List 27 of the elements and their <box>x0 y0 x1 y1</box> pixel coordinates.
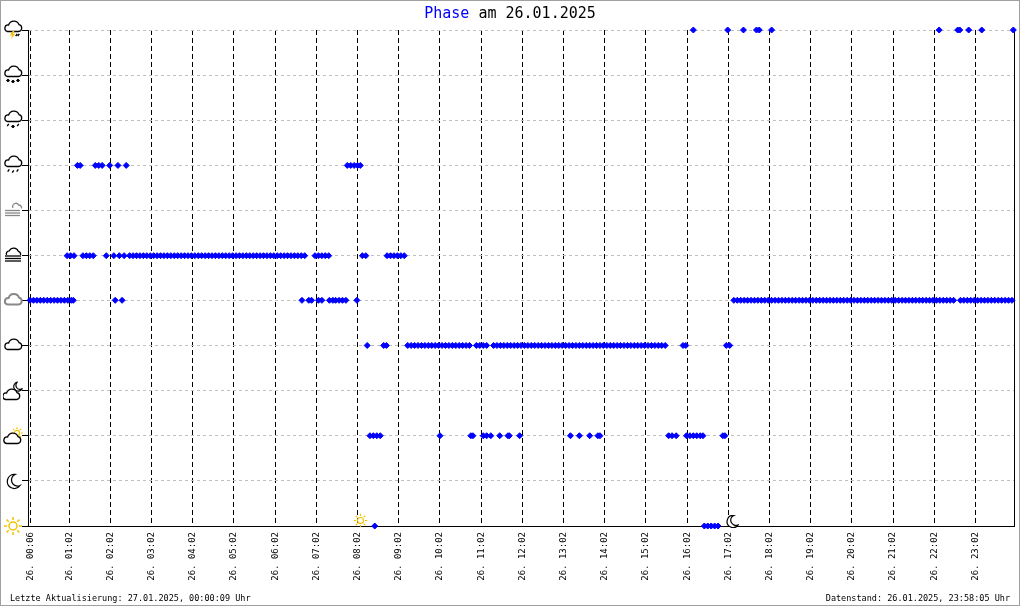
x-tick-label: 26. 13:02 <box>557 532 568 581</box>
x-tick-label: 26. 16:02 <box>681 532 692 581</box>
chart-title: Phase am 26.01.2025 <box>424 4 596 22</box>
x-tick-label: 26. 04:02 <box>187 532 198 581</box>
x-tick-label: 26. 05:02 <box>228 532 239 581</box>
x-tick-label: 26. 07:02 <box>310 532 321 581</box>
x-tick-label: 26. 09:02 <box>393 532 404 581</box>
x-tick-label: 26. 00:06 <box>25 532 36 581</box>
x-tick-label: 26. 06:02 <box>269 532 280 581</box>
x-tick-label: 26. 21:02 <box>887 532 898 581</box>
text: Datenstand: 26.01.2025, 23:58:05 Uhr <box>825 593 1010 603</box>
x-tick-label: 26. 08:02 <box>351 532 362 581</box>
x-tick-label: 26. 11:02 <box>475 532 486 581</box>
x-tick-label: 26. 18:02 <box>763 532 774 581</box>
x-tick-label: 26. 12:02 <box>516 532 527 581</box>
text: Letzte Aktualisierung: 27.01.2025, 00:00:09 Uhr <box>10 593 251 603</box>
x-tick-label: 26. 10:02 <box>434 532 445 581</box>
x-tick-label: 26. 23:02 <box>969 532 980 581</box>
x-tick-label: 26. 01:02 <box>63 532 74 581</box>
x-tick-label: 26. 17:02 <box>722 532 733 581</box>
x-tick-label: 26. 15:02 <box>640 532 651 581</box>
x-tick-label: 26. 02:02 <box>104 532 115 581</box>
x-tick-label: 26. 22:02 <box>928 532 939 581</box>
x-tick-label: 26. 19:02 <box>805 532 816 581</box>
x-tick-label: 26. 14:02 <box>599 532 610 581</box>
x-tick-label: 26. 03:02 <box>145 532 156 581</box>
x-tick-label: 26. 20:02 <box>846 532 857 581</box>
